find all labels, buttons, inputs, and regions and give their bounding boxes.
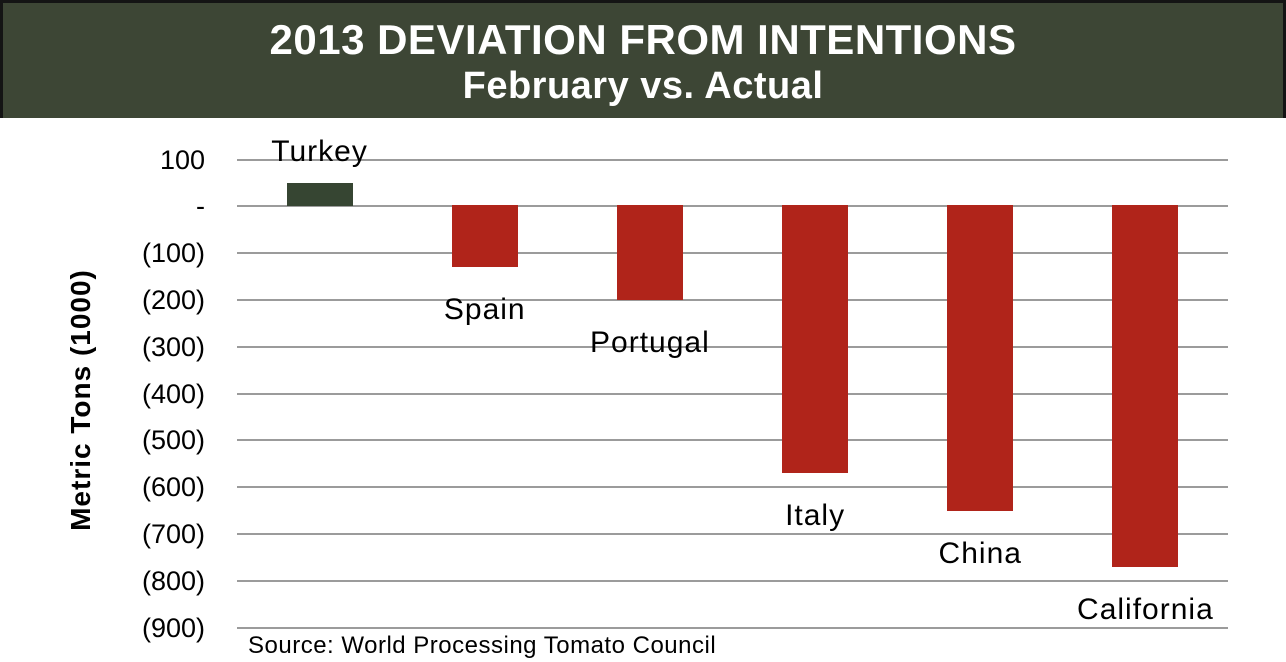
category-label-california: California — [1077, 592, 1214, 626]
y-tick-label: 100 — [159, 144, 205, 175]
y-tick-label: (600) — [141, 472, 205, 503]
gridline — [237, 533, 1228, 535]
gridline — [237, 579, 1228, 582]
gridline — [237, 299, 1228, 301]
chart-title: 2013 DEVIATION FROM INTENTIONS — [269, 16, 1017, 63]
gridline — [237, 205, 1228, 208]
category-label-italy: Italy — [785, 499, 846, 533]
bar-italy — [782, 205, 849, 474]
gridline — [237, 158, 1228, 161]
y-tick-label: (200) — [141, 285, 205, 315]
y-tick-label: (400) — [141, 378, 205, 409]
y-tick-label: (700) — [141, 519, 205, 549]
gridline — [237, 252, 1228, 255]
source-note: Source: World Processing Tomato Council — [248, 632, 717, 659]
category-label-spain: Spain — [443, 293, 526, 327]
chart-header: 2013 DEVIATION FROM INTENTIONS February … — [0, 0, 1286, 118]
gridline — [237, 345, 1228, 348]
bar-portugal — [616, 205, 683, 300]
category-label-china: China — [938, 536, 1022, 570]
y-tick-label: (500) — [141, 425, 205, 456]
gridline — [237, 392, 1228, 395]
y-tick-label: - — [196, 191, 205, 222]
category-label-portugal: Portugal — [590, 326, 710, 359]
y-tick-label: (900) — [141, 612, 205, 643]
gridline — [237, 626, 1228, 629]
bar-china — [947, 205, 1014, 511]
gridline — [237, 486, 1228, 489]
bar-turkey — [286, 183, 353, 207]
bar-spain — [451, 205, 518, 268]
y-tick-label: (300) — [141, 331, 205, 362]
category-label-turkey: Turkey — [271, 135, 368, 168]
y-tick-label: (100) — [141, 238, 205, 269]
gridline — [237, 439, 1228, 442]
chart-subtitle: February vs. Actual — [462, 65, 824, 107]
y-tick-label: (800) — [141, 565, 205, 596]
bar-california — [1112, 205, 1179, 567]
